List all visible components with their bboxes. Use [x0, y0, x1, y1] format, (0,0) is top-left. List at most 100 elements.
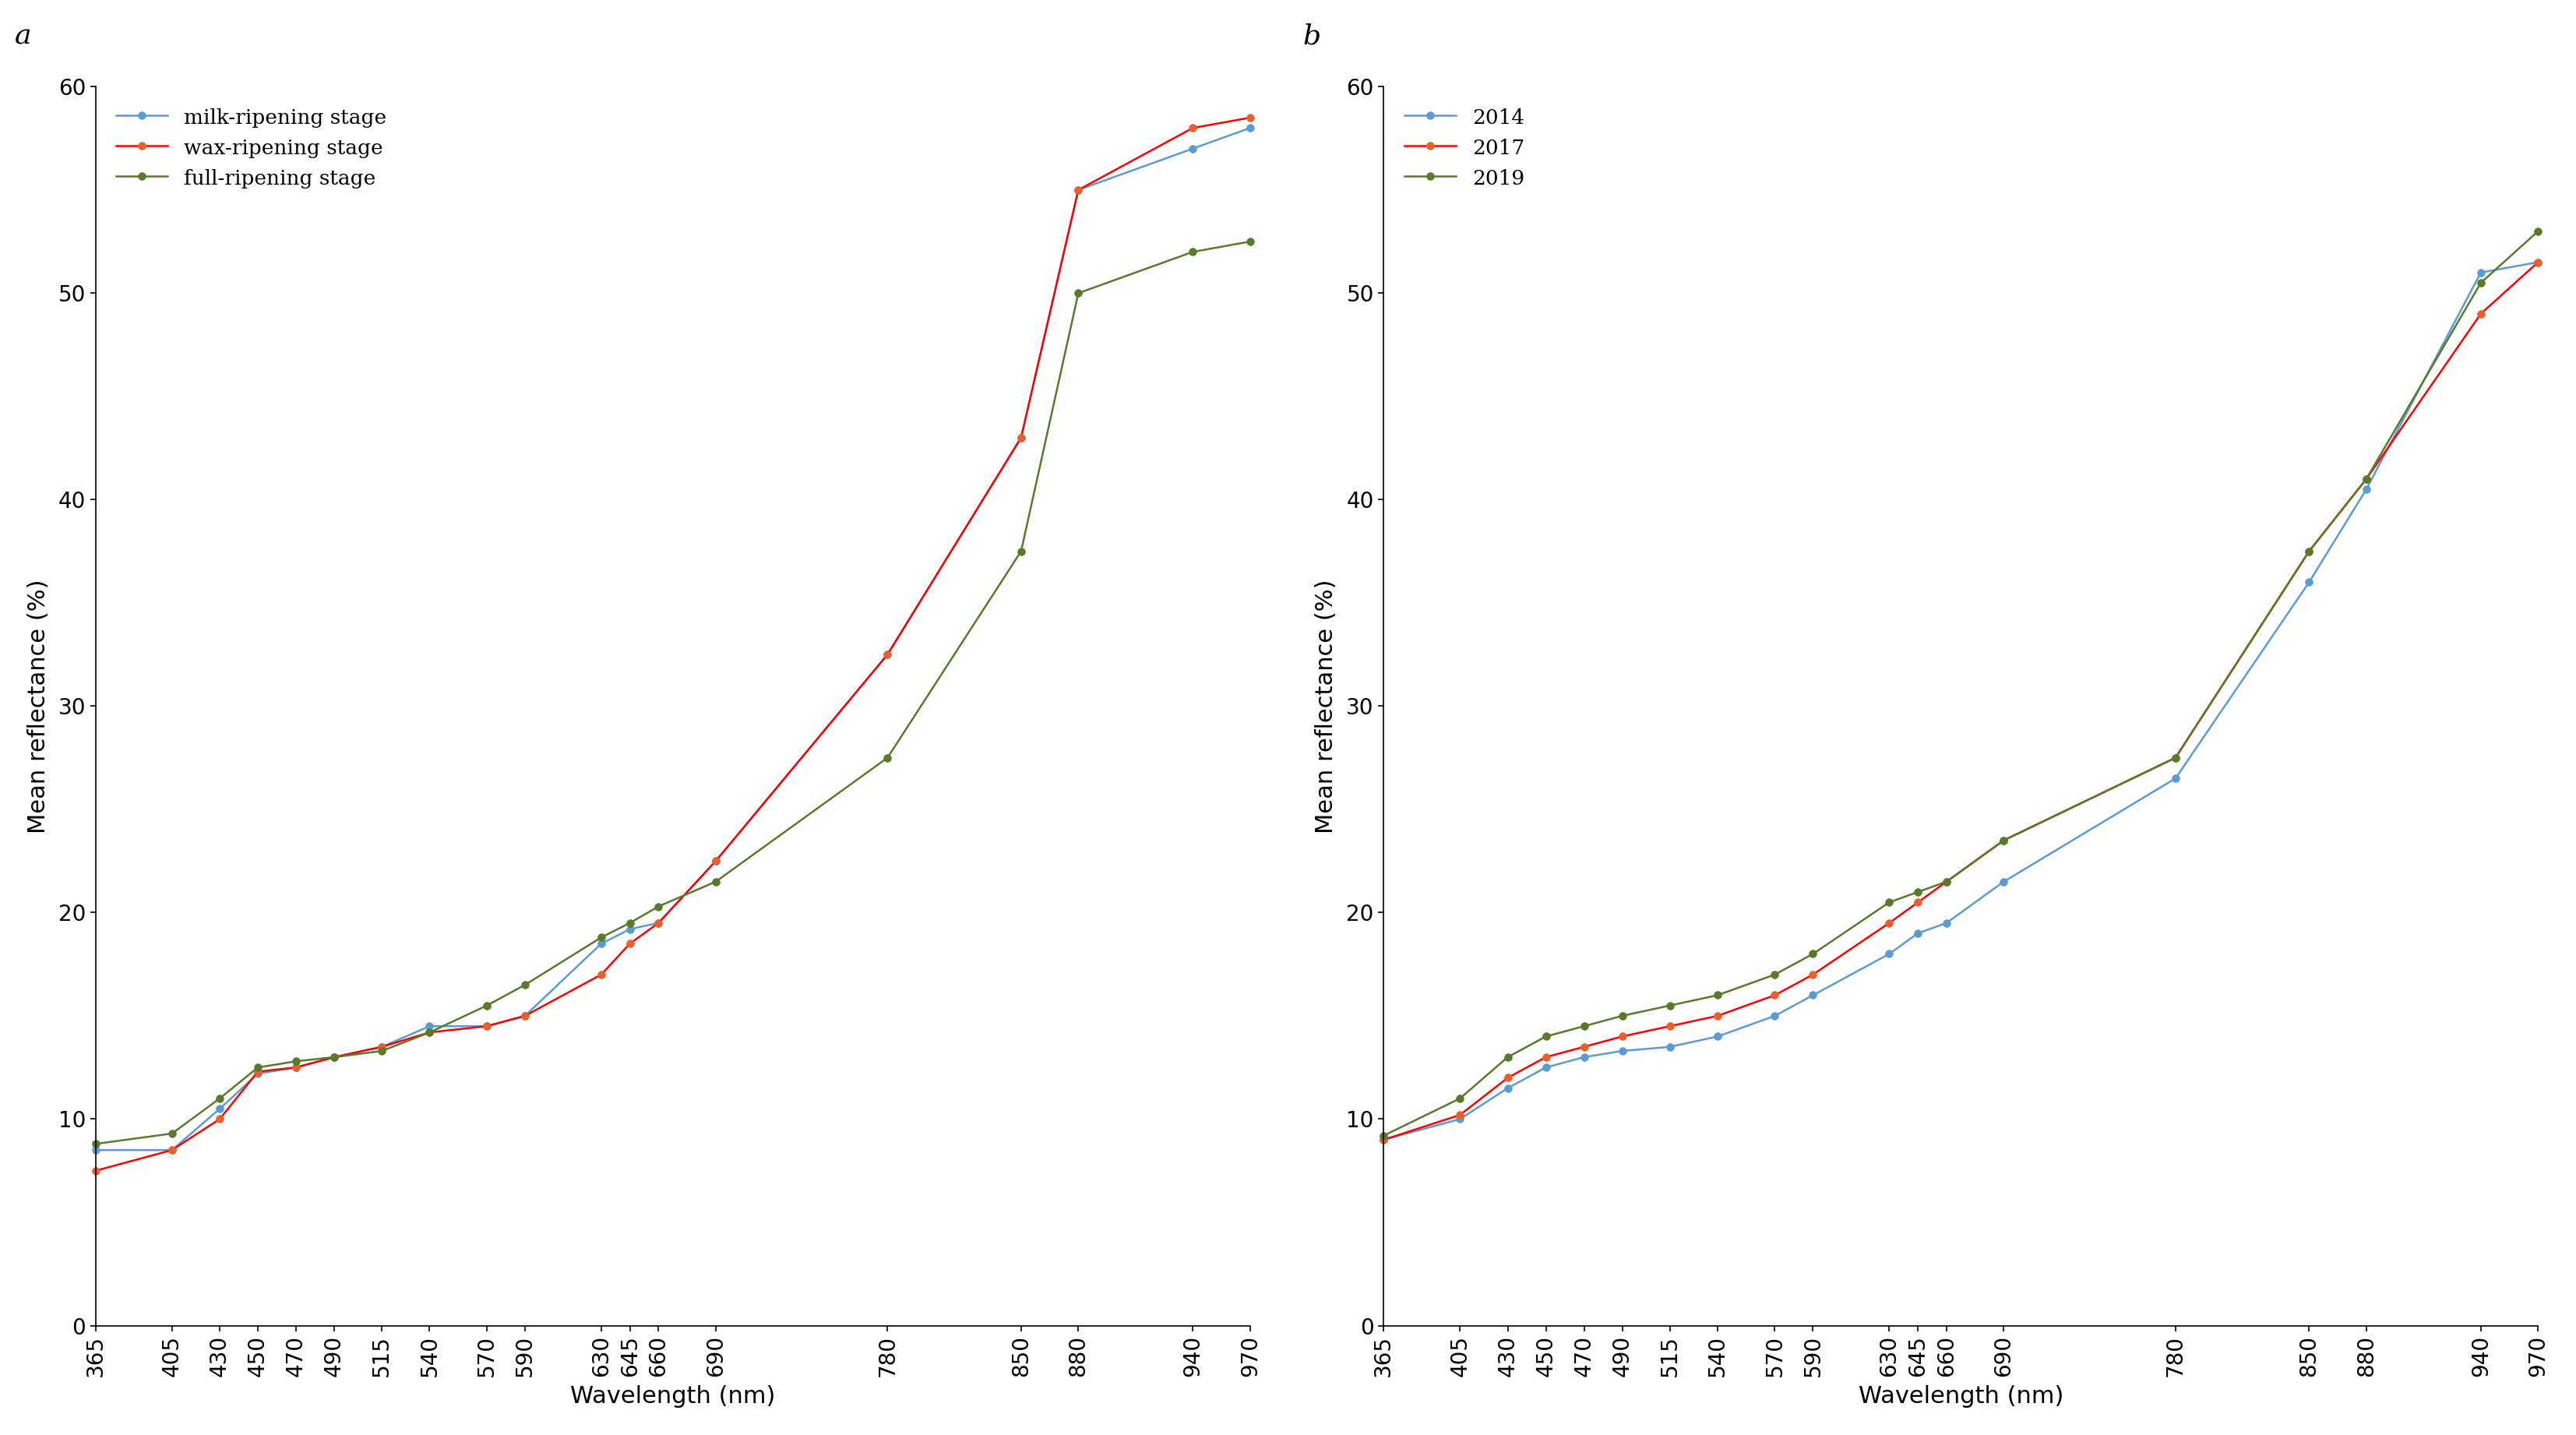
2019	[1530, 1027, 1561, 1045]
2017	[1873, 914, 1904, 931]
2017	[1759, 987, 1790, 1004]
Line: wax-ripening stage: wax-ripening stage	[93, 113, 1255, 1174]
wax-ripening stage	[701, 852, 732, 870]
2017	[1654, 1017, 1685, 1035]
2017	[2161, 749, 2192, 766]
wax-ripening stage	[415, 1023, 446, 1040]
Line: 2017: 2017	[1381, 258, 2543, 1144]
wax-ripening stage	[1064, 181, 1095, 198]
full-ripening stage	[1234, 232, 1265, 250]
2014	[1530, 1059, 1561, 1076]
wax-ripening stage	[644, 914, 675, 931]
2019	[1932, 872, 1963, 890]
milk-ripening stage	[281, 1059, 312, 1076]
2017	[1368, 1131, 1399, 1148]
full-ripening stage	[204, 1089, 234, 1106]
Y-axis label: Mean reflectance (%): Mean reflectance (%)	[26, 578, 49, 834]
milk-ripening stage	[1177, 141, 1208, 158]
wax-ripening stage	[157, 1141, 188, 1158]
2014	[2352, 481, 2383, 498]
2017	[1569, 1038, 1600, 1055]
2017	[1530, 1049, 1561, 1066]
full-ripening stage	[644, 898, 675, 916]
milk-ripening stage	[1234, 119, 1265, 136]
full-ripening stage	[281, 1053, 312, 1071]
X-axis label: Wavelength (nm): Wavelength (nm)	[1857, 1385, 2063, 1408]
full-ripening stage	[510, 976, 541, 993]
2019	[1492, 1049, 1522, 1066]
full-ripening stage	[319, 1049, 350, 1066]
2014	[1445, 1111, 1476, 1128]
wax-ripening stage	[1177, 119, 1208, 136]
2019	[1445, 1089, 1476, 1106]
2019	[2352, 471, 2383, 488]
full-ripening stage	[471, 997, 502, 1015]
wax-ripening stage	[585, 966, 616, 983]
2017	[2293, 542, 2324, 560]
2019	[1798, 946, 1829, 963]
2017	[1607, 1027, 1638, 1045]
full-ripening stage	[242, 1059, 273, 1076]
milk-ripening stage	[157, 1141, 188, 1158]
milk-ripening stage	[471, 1017, 502, 1035]
2019	[2161, 749, 2192, 766]
2019	[1759, 966, 1790, 983]
2019	[1873, 894, 1904, 911]
Y-axis label: Mean reflectance (%): Mean reflectance (%)	[1314, 578, 1337, 834]
full-ripening stage	[366, 1042, 397, 1059]
2019	[2465, 274, 2496, 291]
milk-ripening stage	[873, 646, 904, 663]
Line: milk-ripening stage: milk-ripening stage	[93, 125, 1255, 1154]
2014	[1904, 924, 1935, 941]
full-ripening stage	[1177, 244, 1208, 261]
2019	[1989, 832, 2020, 850]
full-ripening stage	[585, 928, 616, 946]
milk-ripening stage	[415, 1017, 446, 1035]
milk-ripening stage	[1064, 181, 1095, 198]
milk-ripening stage	[585, 936, 616, 953]
2014	[2293, 574, 2324, 591]
2014	[1989, 872, 2020, 890]
wax-ripening stage	[242, 1063, 273, 1081]
2017	[1932, 872, 1963, 890]
2014	[1492, 1079, 1522, 1096]
full-ripening stage	[1005, 542, 1036, 560]
wax-ripening stage	[873, 646, 904, 663]
2019	[1368, 1126, 1399, 1144]
2017	[1904, 894, 1935, 911]
2019	[2293, 542, 2324, 560]
milk-ripening stage	[204, 1101, 234, 1118]
Legend: milk-ripening stage, wax-ripening stage, full-ripening stage: milk-ripening stage, wax-ripening stage,…	[106, 98, 397, 198]
wax-ripening stage	[471, 1017, 502, 1035]
2014	[1703, 1027, 1734, 1045]
Text: b: b	[1303, 23, 1321, 50]
wax-ripening stage	[281, 1059, 312, 1076]
milk-ripening stage	[80, 1141, 111, 1158]
full-ripening stage	[701, 872, 732, 890]
Line: full-ripening stage: full-ripening stage	[93, 238, 1255, 1148]
milk-ripening stage	[1005, 429, 1036, 446]
Text: a: a	[15, 23, 31, 50]
2019	[2522, 222, 2553, 240]
full-ripening stage	[80, 1135, 111, 1152]
wax-ripening stage	[510, 1007, 541, 1025]
2014	[2465, 264, 2496, 281]
2014	[2161, 769, 2192, 786]
wax-ripening stage	[366, 1038, 397, 1055]
2014	[2522, 254, 2553, 271]
full-ripening stage	[873, 749, 904, 766]
2014	[1607, 1042, 1638, 1059]
Legend: 2014, 2017, 2019: 2014, 2017, 2019	[1394, 98, 1535, 198]
wax-ripening stage	[319, 1049, 350, 1066]
milk-ripening stage	[701, 852, 732, 870]
2017	[2352, 471, 2383, 488]
milk-ripening stage	[242, 1065, 273, 1082]
2019	[1904, 884, 1935, 901]
milk-ripening stage	[319, 1049, 350, 1066]
2014	[1569, 1049, 1600, 1066]
2017	[1989, 832, 2020, 850]
2014	[1873, 946, 1904, 963]
milk-ripening stage	[366, 1038, 397, 1055]
2019	[1607, 1007, 1638, 1025]
2017	[1703, 1007, 1734, 1025]
